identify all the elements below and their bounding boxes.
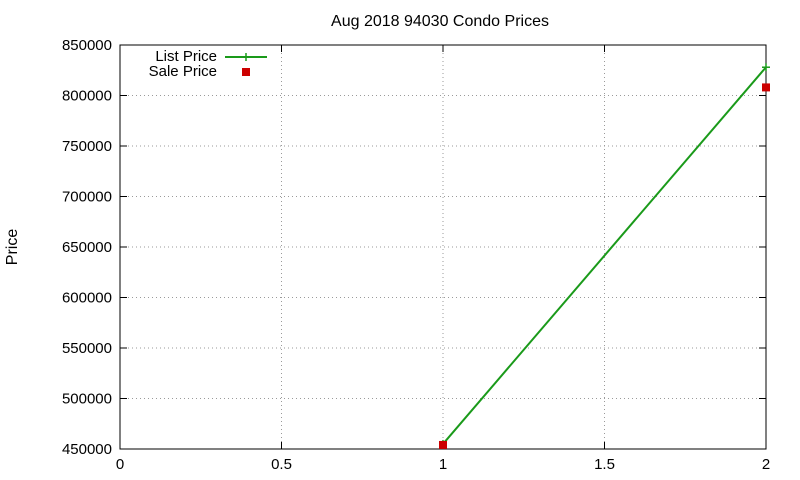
sale-price-point [762, 83, 770, 92]
x-tick-label: 0.5 [271, 456, 292, 473]
legend-label-sale-price: Sale Price [149, 63, 217, 80]
legend-marker-list-price [242, 53, 250, 61]
grid-lines [120, 45, 766, 449]
y-tick-label: 700000 [62, 189, 112, 206]
legend-label-list-price: List Price [155, 48, 217, 65]
y-tick-label: 850000 [62, 37, 112, 54]
y-tick-label: 500000 [62, 391, 112, 408]
chart-title: Aug 2018 94030 Condo Prices [331, 13, 549, 30]
y-axis-label: Price [4, 229, 21, 266]
y-tick-label: 550000 [62, 340, 112, 357]
x-tick-label: 1.5 [594, 456, 615, 473]
data-series [439, 63, 770, 449]
legend-marker-sale-price [242, 68, 250, 76]
axis-ticks: 450000 500000 550000 600000 650000 700000 7500… [62, 37, 770, 473]
y-tick-label: 600000 [62, 290, 112, 307]
x-tick-label: 2 [762, 456, 770, 473]
list-price-point [762, 63, 770, 72]
x-tick-label: 0 [116, 456, 124, 473]
y-tick-label: 650000 [62, 239, 112, 256]
y-tick-label: 450000 [62, 441, 112, 458]
legend: List Price Sale Price [149, 48, 267, 80]
sale-price-point [439, 440, 447, 449]
x-tick-label: 1 [439, 456, 447, 473]
list-price-line [442, 66, 767, 445]
y-tick-label: 750000 [62, 138, 112, 155]
y-tick-label: 800000 [62, 88, 112, 105]
